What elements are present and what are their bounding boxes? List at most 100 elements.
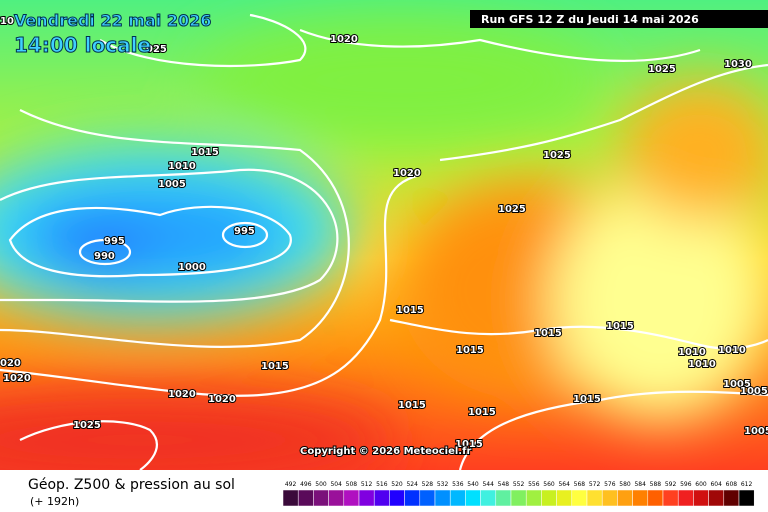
scale-swatch [404, 489, 421, 507]
scale-swatch [328, 489, 345, 507]
run: Run GFS 12 Z du Jeudi 14 mai 2026 [481, 13, 699, 26]
footer-lead: (+ 192h) [30, 495, 79, 508]
scale-swatch [677, 489, 694, 507]
scale-label: 612 [741, 481, 753, 488]
run-box [470, 10, 768, 28]
isobar [78, 238, 132, 266]
isobar-label: 1015 [396, 305, 424, 316]
scale-swatch [738, 489, 755, 507]
scale-swatch [708, 489, 725, 507]
scale-swatch [480, 489, 497, 507]
scale-label: 500 [315, 481, 327, 488]
isobar-label: 1030 [724, 59, 752, 70]
isobar [439, 63, 768, 162]
scale-swatch [343, 489, 360, 507]
scale-label: 596 [680, 481, 692, 488]
isobar-label: 1020 [330, 34, 358, 45]
scale-swatch [617, 489, 633, 507]
scale-label: 556 [528, 481, 540, 488]
scale-swatch [525, 489, 542, 507]
isobar [0, 109, 350, 348]
scale-swatch [723, 489, 740, 507]
scale-label: 600 [695, 481, 707, 488]
isobar-label: 1015 [398, 400, 426, 411]
scale-swatch [297, 489, 314, 507]
isobar [458, 390, 768, 471]
scale-label: 516 [376, 481, 388, 488]
isobar-label: 1020 [393, 168, 421, 179]
isobar-label: 020 [0, 358, 21, 369]
time: 14:00 locale [14, 33, 151, 57]
scale-label: 588 [650, 481, 662, 488]
scale-label: 524 [406, 481, 418, 488]
isobar-label: 1015 [534, 328, 562, 339]
scale-swatch [541, 489, 557, 507]
isobar-label: 1005 [723, 379, 751, 390]
isobar-label: 1025 [73, 420, 101, 431]
scale-swatch [495, 489, 512, 507]
isobar-label: 1005 [740, 386, 768, 397]
isobar-label: 995 [234, 226, 255, 237]
scale-label: 496 [300, 481, 312, 488]
scale-swatch [571, 489, 588, 507]
isobar [389, 318, 768, 350]
scale-swatch [693, 489, 709, 507]
isobar-label: 1010 [718, 345, 746, 356]
isobar [99, 13, 307, 68]
scale-swatch [662, 489, 679, 507]
isobar-label: 1010 [688, 359, 716, 370]
scale-label: 528 [422, 481, 434, 488]
scale-label: 560 [543, 481, 555, 488]
copyright: Copyright © 2026 Meteociel.fr [300, 446, 471, 457]
background-field [0, 0, 768, 490]
isobar-label: 1025 [498, 204, 526, 215]
isobar-label: 1000 [178, 262, 206, 273]
scale-label: 532 [437, 481, 449, 488]
scale-label: 564 [558, 481, 570, 488]
scale-swatch [282, 489, 299, 507]
isobar-label: 1015 [606, 321, 634, 332]
isobar [299, 28, 701, 62]
isobar-label: 1015 [455, 439, 483, 450]
scale-label: 536 [452, 481, 464, 488]
scale-swatch [556, 489, 573, 507]
scale-label: 592 [665, 481, 677, 488]
scale-label: 568 [574, 481, 586, 488]
isobar [19, 420, 158, 471]
scale-swatch [419, 489, 436, 507]
footer-title: Géop. Z500 & pression au sol [28, 477, 235, 493]
scale-label: 548 [498, 481, 510, 488]
scale-swatch [465, 489, 481, 507]
isobars [0, 13, 768, 471]
isobar-label: 1025 [543, 150, 571, 161]
isobar-label: 1015 [468, 407, 496, 418]
isobar-label: 1010 [678, 347, 706, 358]
scale-label: 504 [330, 481, 342, 488]
scale-label: 520 [391, 481, 403, 488]
isobar-labels: 10 1020 025 1025 1030 1015 1010 1005 1020 1025 102… [0, 15, 768, 451]
scale-label: 508 [346, 481, 358, 488]
color-scale: 492 496 500 504 508 512 516 520 524 528 532 536 540 5… [282, 481, 755, 507]
isobar [8, 205, 292, 278]
scale-label: 552 [513, 481, 525, 488]
scale-swatch [449, 489, 466, 507]
isobar-label: 1020 [3, 373, 31, 384]
scale-label: 544 [482, 481, 494, 488]
isobar-label: 1015 [573, 394, 601, 405]
isobar [221, 221, 269, 249]
scale-swatch [632, 489, 649, 507]
scale-swatch [601, 489, 618, 507]
isobar-label: 1015 [261, 361, 289, 372]
isobar-label: 1025 [648, 64, 676, 75]
isobar-label: 1015 [456, 345, 484, 356]
isobar-label: 990 [94, 251, 115, 262]
scale-label: 512 [361, 481, 373, 488]
scale-label: 608 [726, 481, 738, 488]
isobar-label: 1005 [744, 426, 768, 437]
isobar-label: 1005 [158, 179, 186, 190]
isobar-label: 10 [0, 16, 14, 27]
isobar-label: 1010 [168, 161, 196, 172]
scale-label: 584 [634, 481, 646, 488]
scale-label: 580 [619, 481, 631, 488]
